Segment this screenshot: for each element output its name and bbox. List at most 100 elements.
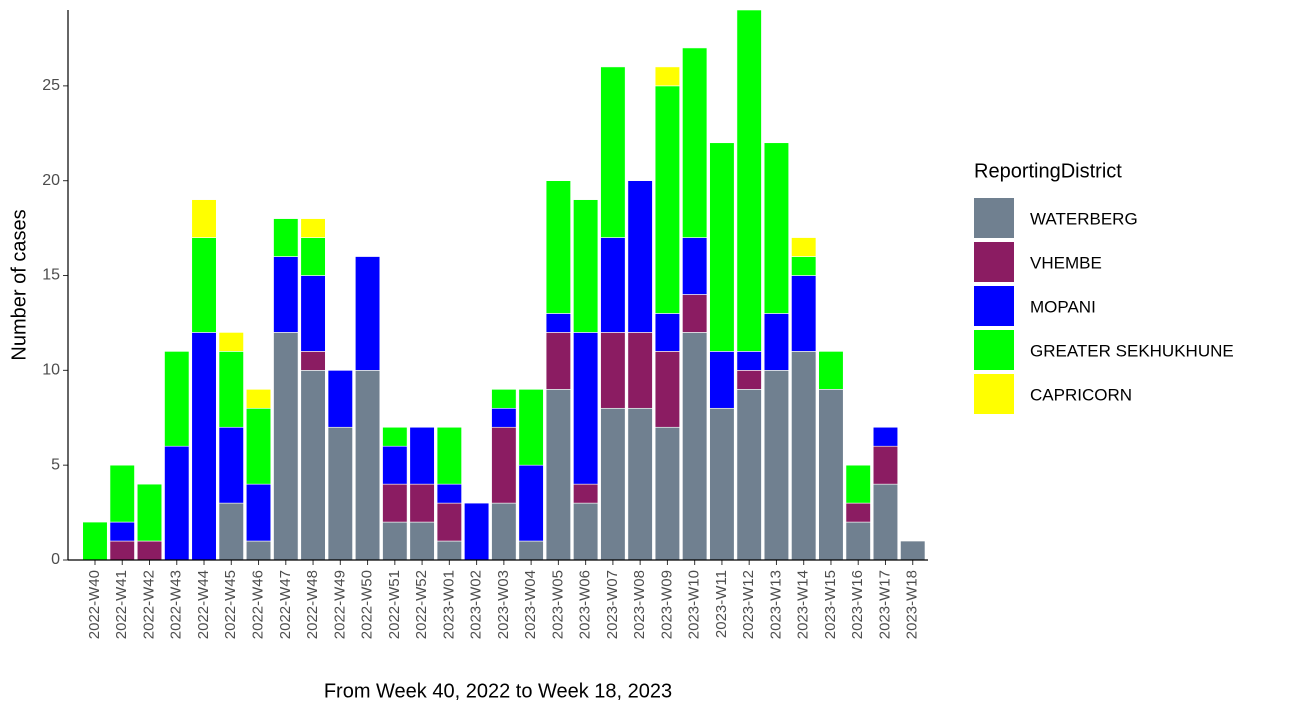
bar-segment <box>464 502 490 561</box>
y-tick-label: 20 <box>42 172 60 189</box>
x-tick-label: 2022-W42 <box>140 570 157 639</box>
bar-segment <box>682 332 708 561</box>
bar-segment <box>218 332 244 352</box>
bar-segment <box>600 332 626 409</box>
y-axis-title: Number of cases <box>8 209 30 360</box>
bar-segment <box>654 426 680 561</box>
bar-segment <box>600 237 626 333</box>
legend-key <box>974 330 1014 370</box>
bar-segment <box>682 294 708 333</box>
legend-title: ReportingDistrict <box>974 160 1122 182</box>
bar-segment <box>545 313 571 333</box>
bar-segment <box>491 502 517 561</box>
bar-segment <box>654 313 680 352</box>
legend-label: WATERBERG <box>1030 209 1138 228</box>
bar-segment <box>654 66 680 87</box>
bar-segment <box>109 521 135 542</box>
x-tick-label: 2022-W40 <box>86 570 103 639</box>
legend-key <box>974 242 1014 282</box>
bar-segment <box>327 370 353 428</box>
bar-segment <box>518 540 544 561</box>
bar-segment <box>545 389 571 561</box>
x-tick-label: 2022-W48 <box>304 570 321 639</box>
bar-segment <box>545 180 571 314</box>
legend-label: CAPRICORN <box>1030 385 1132 404</box>
bar-segment <box>818 351 844 390</box>
bar-segment <box>245 407 272 485</box>
bar-segment <box>682 47 708 238</box>
x-tick-label: 2023-W10 <box>686 570 703 639</box>
legend-key <box>974 198 1014 238</box>
bar-segment <box>273 218 299 257</box>
bar-segment <box>191 199 217 238</box>
bar-segment <box>218 351 244 428</box>
bar-segment <box>845 502 871 523</box>
bar-segment <box>763 142 790 314</box>
bar-segment <box>300 275 326 352</box>
bar-segment <box>300 218 326 238</box>
bar-segment <box>355 370 381 561</box>
bar-segment <box>709 142 735 352</box>
legend-key <box>974 374 1014 414</box>
bar-segment <box>245 483 272 542</box>
x-tick-label: 2023-W11 <box>713 570 730 638</box>
bar-segment <box>109 540 135 561</box>
bar-segment <box>300 370 326 561</box>
bar-segment <box>654 85 680 314</box>
y-tick-label: 25 <box>42 77 60 94</box>
x-tick-label: 2023-W06 <box>577 570 594 639</box>
x-tick-label: 2022-W49 <box>331 570 348 639</box>
x-tick-label: 2023-W09 <box>658 570 675 639</box>
x-tick-label: 2022-W44 <box>195 570 212 639</box>
bar-segment <box>382 445 408 485</box>
x-tick-label: 2023-W16 <box>849 570 866 639</box>
bar-segment <box>654 351 680 428</box>
bar-segment <box>736 351 762 371</box>
bar-segment <box>82 521 108 561</box>
bar-segment <box>436 426 462 485</box>
bar-segment <box>218 502 244 561</box>
bar-segment <box>136 540 163 561</box>
bar-segment <box>600 407 626 561</box>
x-tick-label: 2023-W18 <box>904 570 921 639</box>
bar-segment <box>245 540 272 561</box>
bar-segment <box>436 502 462 542</box>
x-tick-label: 2022-W52 <box>413 570 430 639</box>
x-tick-label: 2022-W41 <box>113 570 130 639</box>
y-tick-label: 15 <box>42 267 60 284</box>
bar-segment <box>573 199 599 333</box>
bar-segment <box>872 483 899 561</box>
bar-segment <box>409 426 435 485</box>
bar-segment <box>109 464 135 523</box>
bar-segment <box>218 426 244 504</box>
bar-segment <box>191 332 217 561</box>
bar-segment <box>491 407 517 428</box>
x-tick-label: 2023-W12 <box>740 570 757 639</box>
y-tick-label: 10 <box>42 362 60 379</box>
bar-segment <box>491 426 517 504</box>
x-tick-label: 2023-W13 <box>767 570 784 639</box>
bar-segment <box>900 540 926 561</box>
legend-label: GREATER SEKHUKHUNE <box>1030 341 1234 360</box>
bar-segment <box>791 256 817 276</box>
bar-segment <box>845 464 871 504</box>
x-tick-label: 2023-W05 <box>549 570 566 639</box>
bar-segment <box>736 389 762 561</box>
bar-segment <box>709 407 735 561</box>
bar-segment <box>736 370 762 390</box>
bar-segment <box>872 426 899 447</box>
x-tick-label: 2022-W46 <box>250 570 267 639</box>
x-tick-label: 2022-W47 <box>277 570 294 639</box>
x-tick-label: 2023-W14 <box>795 570 812 639</box>
bar-segment <box>436 540 462 561</box>
bar-segment <box>818 389 844 561</box>
bar-segment <box>763 370 790 561</box>
bar-segment <box>573 502 599 561</box>
bar-segment <box>573 332 599 485</box>
bar-segment <box>327 426 353 561</box>
bar-segment <box>627 332 653 409</box>
legend-key <box>974 286 1014 326</box>
bar-segment <box>164 445 190 561</box>
bar-segment <box>273 332 299 561</box>
x-tick-label: 2023-W08 <box>631 570 648 639</box>
